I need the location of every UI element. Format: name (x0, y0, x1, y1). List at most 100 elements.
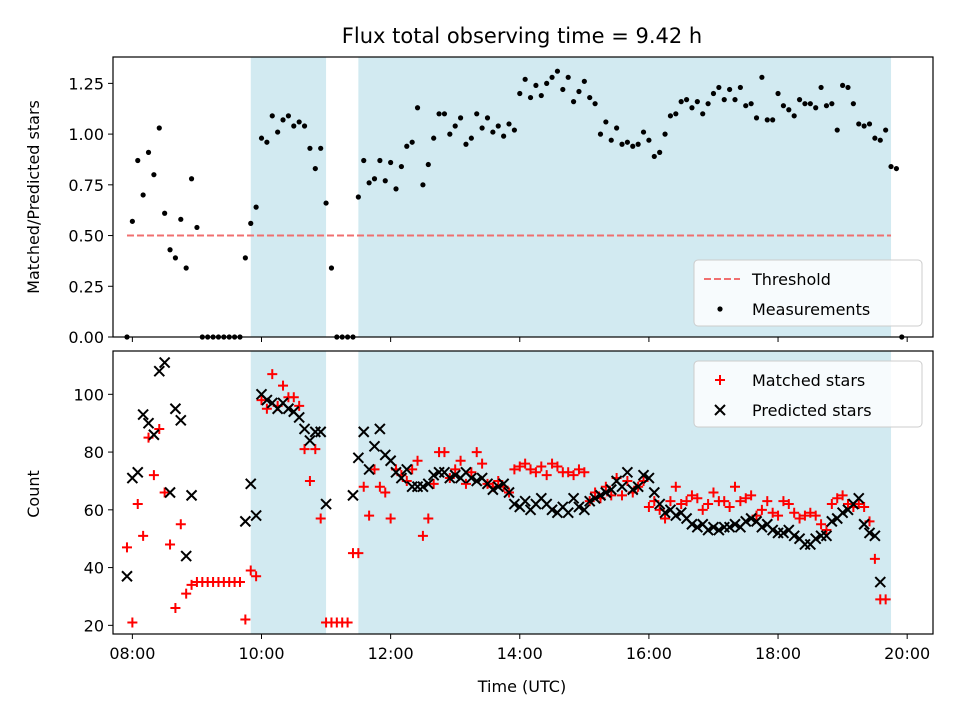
measurements-point-124 (791, 113, 797, 119)
matched-stars-point-124 (789, 507, 800, 518)
measurements-point-11 (183, 265, 189, 271)
matched-stars-point-54 (412, 455, 423, 466)
measurements-point-117 (753, 115, 760, 121)
matched-stars-point-137 (859, 501, 870, 512)
predicted-stars-point-103 (745, 512, 757, 525)
measurements-point-136 (856, 121, 862, 127)
matched-stars-point-59 (439, 447, 450, 458)
measurements-point-132 (834, 127, 840, 133)
matched-stars-point-53 (407, 464, 418, 475)
predicted-stars-point-75 (594, 489, 607, 502)
measurements-point-107 (700, 111, 706, 117)
predicted-stars-point-89 (670, 509, 682, 522)
measurements-point-57 (431, 135, 437, 141)
predicted-stars-point-34 (374, 423, 386, 435)
predicted-stars-point-118 (826, 515, 838, 528)
predicted-stars-point-25 (304, 434, 316, 447)
predicted-stars-point-124 (858, 518, 870, 530)
matched-stars-point-57 (428, 478, 439, 489)
measurements-point-129 (818, 84, 824, 91)
measurements-point-99 (657, 149, 663, 155)
matched-stars-point-46 (369, 464, 380, 475)
predicted-stars-point-58 (503, 486, 515, 499)
measurements-point-120 (770, 117, 776, 123)
measurements-point-12 (188, 176, 195, 182)
matched-stars-point-80 (552, 461, 563, 472)
measurements-point-34 (307, 145, 313, 151)
predicted-stars-point-14 (245, 478, 257, 490)
matched-stars-point-79 (547, 458, 558, 469)
legend: Threshold Measurements (693, 259, 923, 327)
matched-stars-point-129 (816, 519, 827, 530)
measurements-point-123 (786, 107, 792, 113)
measurements-point-69 (495, 123, 501, 129)
predicted-stars-point-74 (589, 492, 601, 504)
measurements-point-53 (409, 139, 415, 145)
y-tick-label: 20 (84, 616, 104, 635)
measurements-point-67 (484, 115, 491, 121)
matched-stars-point-65 (471, 447, 482, 458)
matched-stars-point-125 (794, 513, 805, 524)
measurements-point-68 (490, 129, 496, 135)
matched-stars-point-121 (773, 510, 784, 521)
measurements-point-9 (172, 255, 179, 261)
measurements-point-38 (328, 265, 335, 271)
measurements-point-126 (802, 101, 808, 107)
matched-stars-point-134 (842, 499, 853, 510)
measurements-point-35 (312, 165, 318, 172)
measurements-point-4 (145, 149, 152, 155)
y-tick-label: 0.50 (68, 227, 104, 246)
matched-stars-point-141 (880, 594, 891, 605)
predicted-stars-point-48 (449, 469, 461, 481)
predicted-stars-point-6 (153, 365, 165, 377)
predicted-stars-point-73 (584, 495, 596, 507)
measurements-point-118 (759, 74, 765, 80)
matched-stars-point-82 (563, 467, 574, 478)
predicted-stars-point-126 (869, 530, 881, 542)
matched-stars-point-10 (175, 519, 186, 530)
measurements-point-140 (877, 137, 883, 143)
matched-stars-point-101 (665, 496, 676, 507)
predicted-stars-point-117 (820, 530, 833, 542)
predicted-stars-point-105 (756, 521, 768, 533)
measurements-point-28 (275, 129, 281, 135)
x-tick-label: 16:00 (626, 644, 672, 663)
measurements-point-55 (420, 182, 426, 188)
predicted-stars-point-102 (740, 515, 752, 528)
measurements-point-45 (366, 180, 372, 186)
measurements-point-60 (447, 131, 453, 137)
matched-stars-point-27 (267, 369, 278, 380)
measurements-point-96 (640, 129, 647, 135)
matched-stars-point-26 (261, 403, 272, 414)
matched-stars-point-3 (138, 530, 149, 541)
matched-stars-point-8 (165, 539, 176, 550)
measurements-point-82 (565, 74, 571, 80)
matched-stars-point-118 (756, 504, 767, 515)
matched-stars-point-33 (299, 444, 310, 455)
predicted-stars-point-36 (384, 455, 397, 467)
predicted-stars-point-85 (648, 486, 660, 499)
measurements-point-7 (162, 210, 168, 216)
measurements-point-113 (732, 97, 738, 103)
predicted-stars-point-39 (401, 463, 413, 476)
predicted-stars-point-83 (637, 469, 650, 481)
predicted-stars-point-61 (519, 495, 531, 507)
predicted-stars-point-70 (567, 492, 580, 504)
measurements-point-33 (301, 123, 308, 129)
legend: Matched stars Predicted stars (693, 360, 923, 428)
legend-box (693, 360, 923, 428)
predicted-stars-point-76 (600, 486, 612, 499)
measurements-point-93 (624, 139, 630, 145)
matched-stars-point-31 (288, 392, 299, 403)
measurements-point-138 (866, 121, 873, 127)
measurements-point-72 (511, 127, 517, 133)
matched-stars-point-119 (762, 496, 773, 507)
matched-stars-point-78 (541, 470, 552, 481)
measurements-point-87 (592, 101, 598, 107)
matched-stars-point-115 (740, 493, 751, 504)
measurements-point-105 (689, 105, 695, 111)
bottom-y-axis-label: Count (24, 470, 43, 518)
measurements-point-48 (382, 178, 388, 184)
y-tick-label: 0.75 (68, 176, 104, 195)
